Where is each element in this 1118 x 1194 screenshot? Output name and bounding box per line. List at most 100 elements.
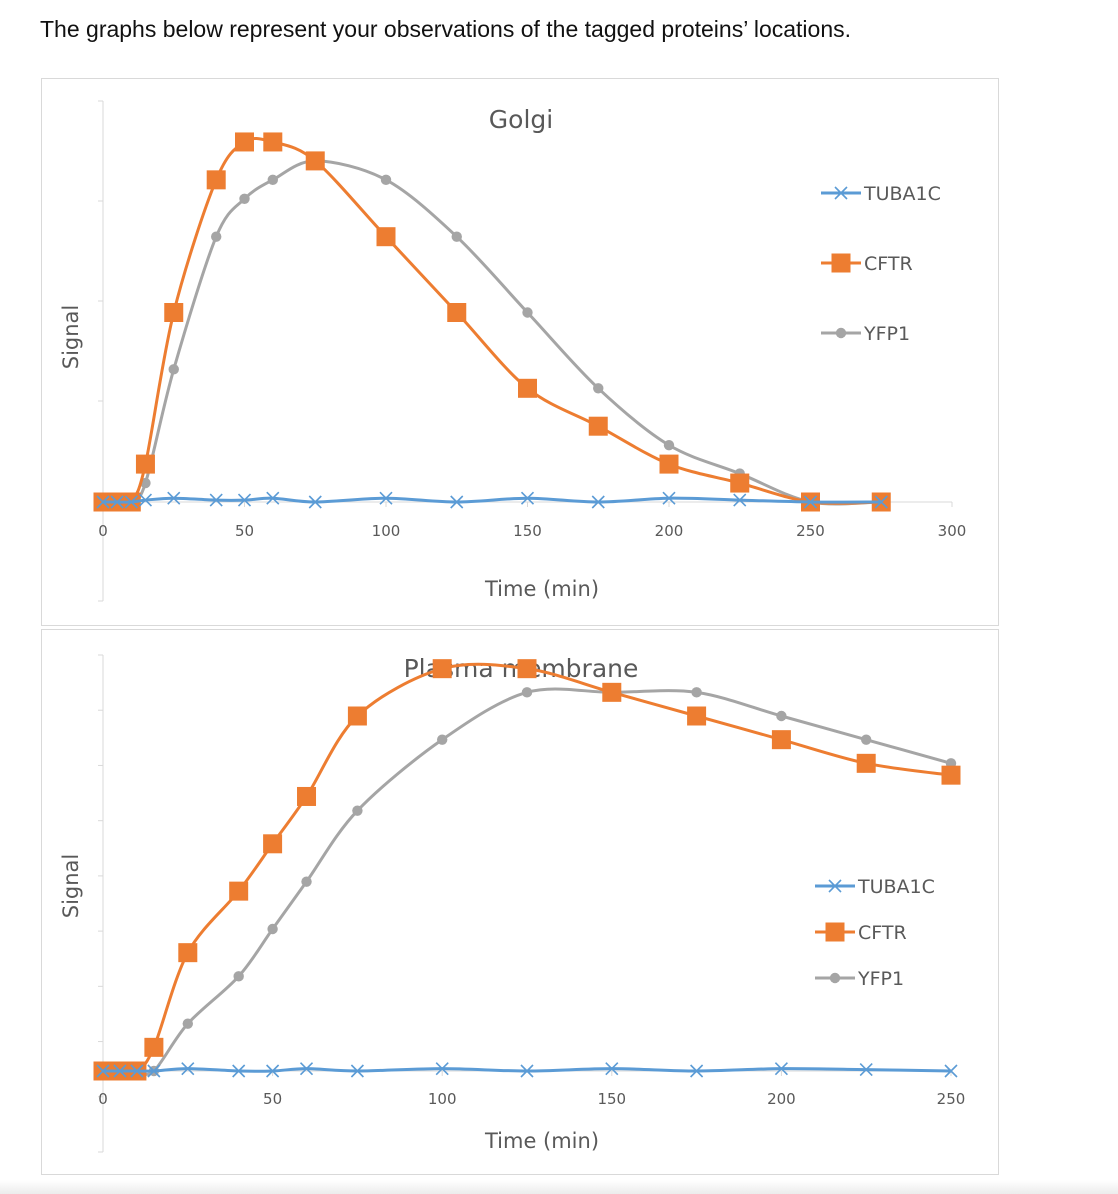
tuba1c-x-marker	[209, 493, 223, 507]
yfp1-circle-marker	[829, 972, 841, 984]
legend-label: TUBA1C	[857, 876, 935, 898]
yfp1-circle-marker	[352, 805, 363, 816]
tuba1c-x-marker	[859, 1063, 873, 1077]
series-tuba1c-golgi	[96, 491, 888, 509]
cftr-square-marker	[659, 454, 679, 474]
tuba1c-x-marker	[299, 1062, 314, 1076]
cftr-square-marker	[432, 659, 452, 679]
x-tick-label: 300	[938, 522, 967, 540]
yfp1-circle-marker	[267, 174, 278, 186]
series-cftr-pm	[93, 659, 961, 1081]
yfp1-circle-marker	[593, 383, 604, 394]
cftr-square-marker	[517, 659, 537, 679]
cftr-square-marker	[164, 303, 184, 322]
legend-label: YFP1	[857, 968, 904, 990]
tuba1c-x-marker	[435, 1062, 449, 1076]
x-tick-label: 0	[98, 522, 108, 540]
x-tick-label: 0	[98, 1090, 108, 1108]
cftr-square-marker	[178, 943, 198, 963]
cftr-square-marker	[730, 473, 750, 493]
yfp1-circle-marker	[233, 971, 244, 982]
cftr-square-marker	[447, 303, 467, 322]
yfp1-circle-marker	[522, 307, 533, 318]
yfp1-circle-marker	[267, 923, 278, 935]
golgi-chart: 0 50 100 150 200 250 300 Golgi Time (min) Signal T…	[59, 100, 967, 602]
x-tick-label: 50	[263, 1090, 282, 1108]
x-tick-label: 150	[597, 1090, 626, 1108]
tuba1c-x-marker	[113, 1064, 127, 1078]
tuba1c-x-marker	[266, 1064, 280, 1078]
tuba1c-x-marker	[232, 1064, 246, 1078]
yfp1-circle-marker	[239, 193, 250, 204]
tuba1c-x-marker	[733, 493, 747, 507]
yfp1-circle-marker	[861, 734, 872, 745]
cftr-square-marker	[347, 706, 367, 726]
tuba1c-x-marker	[308, 495, 322, 509]
cftr-square-marker	[235, 132, 254, 152]
yfp1-circle-marker	[168, 364, 179, 375]
tuba1c-x-marker	[147, 1064, 161, 1078]
cftr-square-marker	[602, 682, 622, 702]
tuba1c-x-marker	[828, 879, 842, 893]
yfp1-circle-marker	[691, 687, 702, 698]
cftr-square-marker	[229, 881, 249, 901]
tuba1c-line	[103, 1067, 952, 1073]
cftr-line	[103, 136, 882, 507]
yfp1-circle-marker	[521, 687, 533, 698]
cftr-square-marker	[305, 151, 325, 171]
tuba1c-x-marker	[605, 1062, 619, 1076]
tuba1c-x-marker	[520, 1064, 534, 1078]
legend-item-tuba1c: TUBA1C	[821, 183, 941, 205]
tuba1c-x-marker	[110, 495, 124, 509]
cftr-square-marker	[831, 253, 851, 273]
cftr-square-marker	[297, 786, 317, 806]
x-tick-label: 250	[937, 1090, 966, 1108]
tuba1c-x-marker	[690, 1064, 704, 1078]
chart-title: Golgi	[489, 105, 553, 134]
tuba1c-x-marker	[266, 491, 280, 505]
x-tick-label: 200	[767, 1090, 796, 1108]
bottom-edge-shadow	[0, 1180, 1118, 1194]
yfp1-circle-marker	[451, 231, 462, 242]
yfp1-circle-marker	[182, 1018, 193, 1029]
tuba1c-x-marker	[96, 495, 110, 509]
cftr-square-marker	[376, 227, 396, 247]
cftr-square-marker	[144, 1037, 164, 1057]
tuba1c-x-marker	[181, 1062, 195, 1076]
tuba1c-x-marker	[662, 491, 676, 505]
tuba1c-x-marker	[520, 491, 535, 505]
tuba1c-x-marker	[944, 1064, 958, 1078]
x-tick-label: 250	[796, 522, 825, 540]
cftr-square-marker	[825, 922, 845, 942]
x-axis-title: Time (min)	[484, 1129, 599, 1153]
tuba1c-x-marker	[130, 1064, 144, 1078]
tuba1c-x-marker	[834, 186, 848, 200]
cftr-square-marker	[941, 765, 961, 785]
yfp1-circle-marker	[301, 876, 312, 887]
page-heading: The graphs below represent your observat…	[40, 16, 852, 42]
tuba1c-x-marker	[350, 1064, 364, 1078]
tuba1c-x-marker	[591, 495, 605, 509]
tuba1c-x-marker	[450, 495, 464, 509]
yfp1-circle-marker	[211, 231, 222, 242]
yfp1-circle-marker	[663, 439, 675, 451]
legend-item-yfp1: YFP1	[821, 323, 910, 345]
cftr-square-marker	[588, 416, 608, 436]
cftr-square-marker	[518, 378, 537, 398]
legend-label: CFTR	[858, 922, 907, 944]
yfp1-circle-marker	[776, 710, 787, 722]
cftr-square-marker	[206, 170, 226, 190]
y-axis-title: Signal	[59, 305, 83, 370]
x-tick-label: 100	[372, 522, 401, 540]
cftr-square-marker	[135, 454, 155, 474]
cftr-square-marker	[263, 834, 283, 854]
x-tick-label: 50	[235, 522, 254, 540]
golgi-chart-panel: 0 50 100 150 200 250 300 Golgi Time (min) Signal T…	[41, 78, 999, 626]
tuba1c-x-marker	[874, 495, 888, 509]
tuba1c-x-marker	[96, 1064, 110, 1078]
legend-label: TUBA1C	[863, 183, 941, 205]
cftr-square-marker	[687, 706, 707, 726]
tuba1c-x-marker	[803, 495, 818, 509]
